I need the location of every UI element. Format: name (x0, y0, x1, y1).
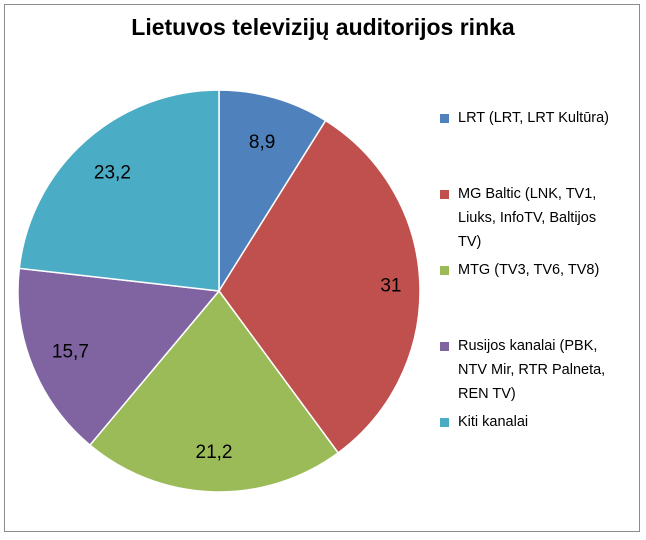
legend-label-line: MTG (TV3, TV6, TV8) (458, 262, 600, 278)
legend-label-line: LRT (LRT, LRT Kultūra) (458, 110, 609, 126)
chart-title: Lietuvos televizijų auditorijos rinka (131, 14, 515, 40)
slice-data-label: 31 (380, 276, 401, 297)
legend-label-line: REN TV) (458, 386, 516, 402)
slice-data-label: 15,7 (52, 341, 89, 362)
legend-label: Rusijos kanalai (PBK, NTV Mir, RTR Palnet… (458, 334, 638, 406)
legend-label: Kiti kanalai (458, 410, 638, 434)
legend-label-line: Liuks, InfoTV, Baltijos (458, 210, 597, 226)
legend-swatch (440, 266, 449, 275)
legend-label-line: TV) (458, 234, 482, 250)
slice-data-label: 8,9 (249, 132, 275, 153)
legend-swatch (440, 342, 449, 351)
pie-slice (218, 89, 327, 294)
legend-label-line: NTV Mir, RTR Palneta, (458, 362, 606, 378)
slice-data-label: 23,2 (94, 163, 131, 184)
legend-label: MTG (TV3, TV6, TV8) (458, 258, 638, 282)
legend-swatch (440, 114, 449, 123)
legend-label-line: Kiti kanalai (458, 414, 529, 430)
pie-slice (17, 267, 221, 447)
slice-data-label: 21,2 (196, 442, 233, 463)
legend-swatch (440, 418, 449, 427)
pie-slice (218, 119, 421, 454)
pie-slice (18, 89, 220, 292)
legend-swatch (440, 190, 449, 199)
legend-label-line: MG Baltic (LNK, TV1, (458, 186, 597, 202)
legend-label: LRT (LRT, LRT Kultūra) (458, 106, 638, 130)
legend-label-line: Rusijos kanalai (PBK, (458, 338, 598, 354)
pie-slice (88, 289, 340, 493)
legend-label: MG Baltic (LNK, TV1, Liuks, InfoTV, Balti… (458, 182, 638, 254)
